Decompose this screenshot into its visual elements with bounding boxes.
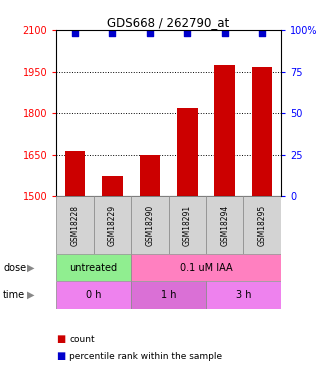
FancyBboxPatch shape xyxy=(243,196,281,254)
FancyBboxPatch shape xyxy=(131,196,169,254)
FancyBboxPatch shape xyxy=(131,254,281,281)
Point xyxy=(147,30,152,36)
Point xyxy=(110,30,115,36)
Bar xyxy=(252,68,273,196)
Bar xyxy=(102,176,123,196)
Text: ▶: ▶ xyxy=(27,290,35,300)
FancyBboxPatch shape xyxy=(56,254,131,281)
Text: ■: ■ xyxy=(56,334,65,344)
Point xyxy=(185,30,190,36)
Text: 3 h: 3 h xyxy=(236,290,251,300)
FancyBboxPatch shape xyxy=(56,196,94,254)
Text: ■: ■ xyxy=(56,351,65,361)
Bar xyxy=(214,64,235,196)
Text: GSM18229: GSM18229 xyxy=(108,204,117,246)
FancyBboxPatch shape xyxy=(94,196,131,254)
Text: untreated: untreated xyxy=(70,262,118,273)
Point xyxy=(72,30,77,36)
Text: GSM18290: GSM18290 xyxy=(145,204,154,246)
FancyBboxPatch shape xyxy=(131,281,206,309)
Point xyxy=(260,30,265,36)
Point xyxy=(222,30,227,36)
Text: GSM18291: GSM18291 xyxy=(183,204,192,246)
Bar xyxy=(140,155,160,196)
Title: GDS668 / 262790_at: GDS668 / 262790_at xyxy=(108,16,230,29)
Text: 1 h: 1 h xyxy=(161,290,176,300)
Bar xyxy=(177,108,197,196)
Text: GSM18295: GSM18295 xyxy=(258,204,267,246)
Text: percentile rank within the sample: percentile rank within the sample xyxy=(69,352,222,361)
FancyBboxPatch shape xyxy=(169,196,206,254)
Bar xyxy=(65,152,85,196)
Text: ▶: ▶ xyxy=(27,262,35,273)
Text: 0 h: 0 h xyxy=(86,290,101,300)
FancyBboxPatch shape xyxy=(206,281,281,309)
FancyBboxPatch shape xyxy=(206,196,243,254)
Text: dose: dose xyxy=(3,262,26,273)
FancyBboxPatch shape xyxy=(56,281,131,309)
Text: 0.1 uM IAA: 0.1 uM IAA xyxy=(180,262,232,273)
Text: GSM18294: GSM18294 xyxy=(220,204,229,246)
Text: time: time xyxy=(3,290,25,300)
Text: GSM18228: GSM18228 xyxy=(70,204,79,246)
Text: count: count xyxy=(69,335,95,344)
